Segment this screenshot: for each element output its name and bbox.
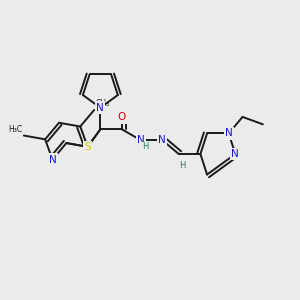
Text: N: N (97, 103, 104, 113)
Text: H: H (142, 142, 148, 151)
Text: N: N (225, 128, 232, 139)
Text: H₃C: H₃C (8, 125, 22, 134)
Text: N: N (49, 154, 56, 165)
Text: S: S (84, 142, 91, 152)
Text: N: N (137, 135, 145, 145)
Text: CH₃: CH₃ (96, 100, 110, 109)
Text: N: N (232, 149, 239, 159)
Text: N: N (158, 135, 166, 145)
Text: H: H (179, 161, 186, 170)
Text: O: O (118, 112, 126, 122)
